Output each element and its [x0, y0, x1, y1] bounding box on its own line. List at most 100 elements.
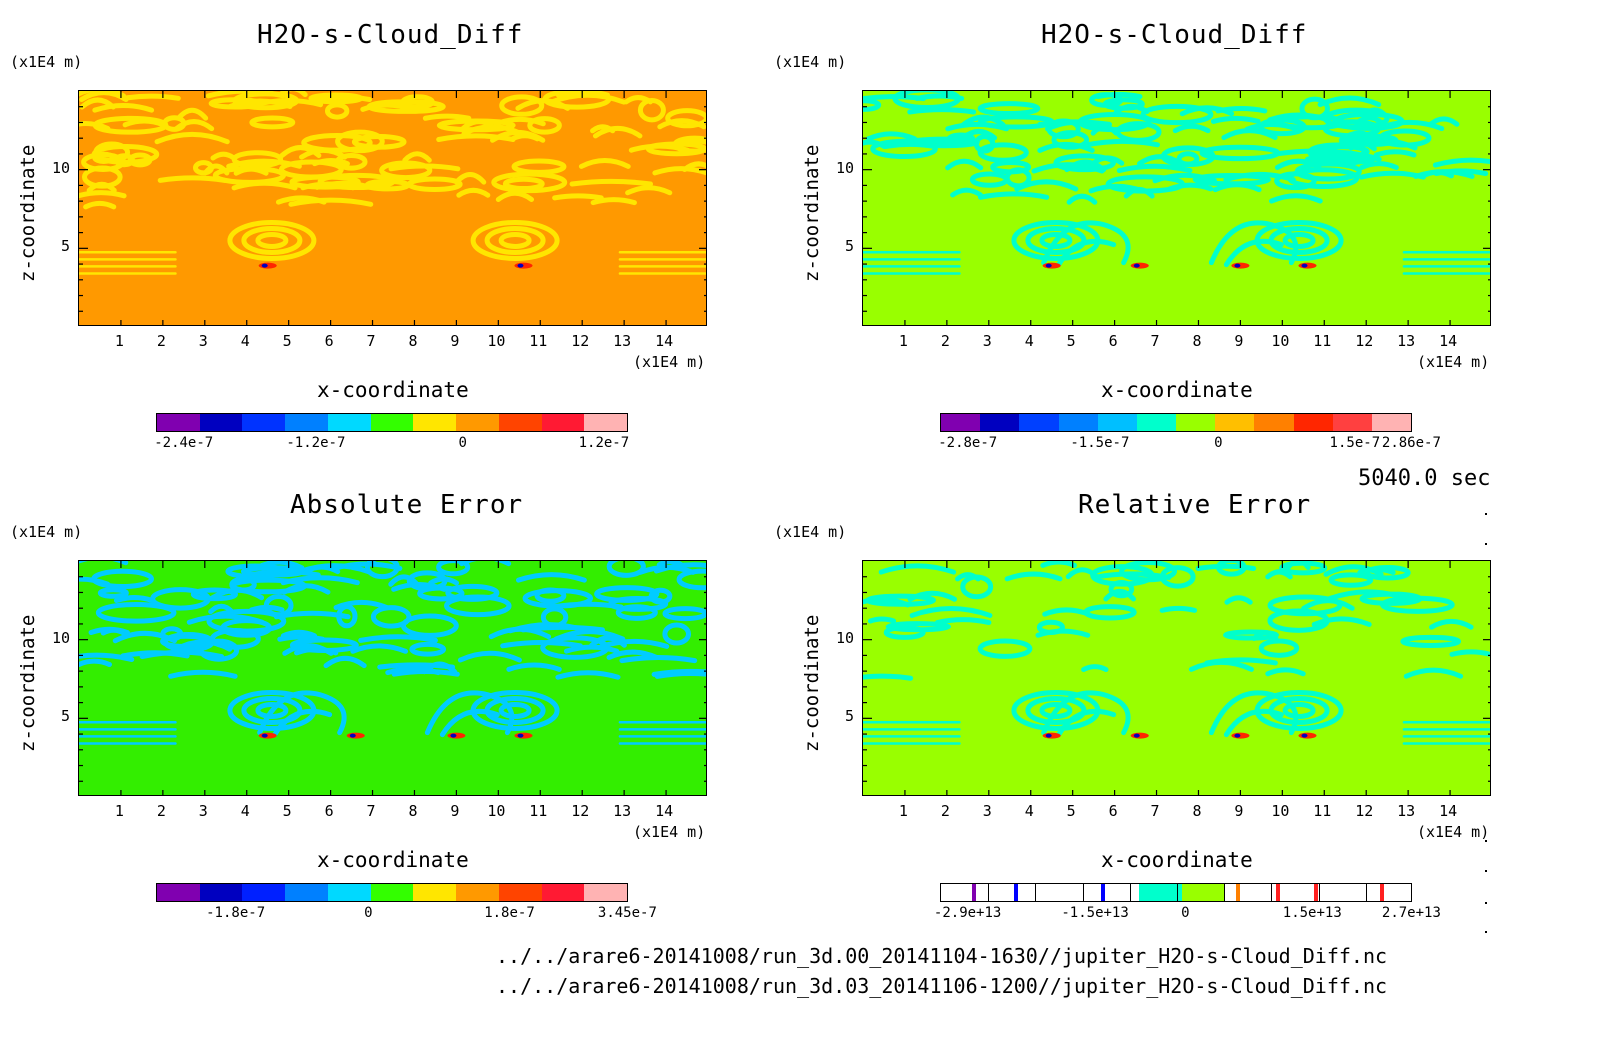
colorbar-label: 1.2e-7 [578, 435, 630, 451]
contour-ring [289, 637, 359, 653]
contour-line [865, 131, 918, 142]
contour-line [79, 652, 135, 663]
contour-line [548, 92, 627, 105]
colorbar-segment [1254, 414, 1294, 431]
contour-ring [1258, 638, 1300, 658]
contour-ring [370, 605, 412, 629]
contour-ring [594, 585, 660, 603]
contour-ring [1400, 634, 1462, 648]
contour-line [653, 562, 706, 574]
x-tick-label: 11 [1313, 332, 1332, 350]
chart-title: Absolute Error [290, 490, 524, 520]
x-tick-label: 2 [156, 332, 166, 350]
x-tick-label: 14 [655, 802, 674, 820]
contour-ring [977, 101, 1041, 117]
contour-ring [209, 627, 261, 650]
contour-ring [1115, 121, 1162, 143]
colorbar-segment [456, 414, 499, 431]
contour-line [1056, 238, 1117, 268]
x-tick-label: 14 [1439, 332, 1458, 350]
contour-ring [225, 563, 287, 580]
contour-ring [1282, 231, 1316, 249]
colorbar-segment [498, 414, 542, 431]
contour-line [1188, 659, 1255, 672]
heatmap-plot [78, 90, 707, 326]
colorbar-segment [541, 884, 585, 901]
contour-ring [97, 587, 129, 599]
colorbar-label: 0 [1214, 435, 1223, 451]
contour-ring [301, 132, 373, 153]
contour-ring [676, 568, 706, 591]
contour-ring [1307, 142, 1368, 163]
contour-line [592, 125, 643, 139]
hotspot-core [1234, 733, 1241, 738]
contour-line [388, 574, 420, 587]
file-path-1: ../../arare6-20141008/run_3d.00_20141104… [496, 944, 1388, 968]
marker-dot [1485, 840, 1487, 842]
contour-pattern [79, 91, 706, 275]
colorbar-line [1236, 884, 1240, 901]
contour-line [909, 606, 993, 618]
hotspot-core [1045, 733, 1052, 738]
x-tick-label: 13 [1397, 332, 1416, 350]
contour-line [500, 640, 583, 649]
contour-ring [973, 134, 996, 154]
contour-ring [484, 225, 546, 255]
contour-line [79, 658, 112, 668]
contour-ring [231, 150, 284, 169]
x-tick-label: 8 [408, 332, 418, 350]
x-tick-label: 8 [1192, 332, 1202, 350]
x-tick-label: 13 [613, 332, 632, 350]
x-tick-label: 12 [1355, 332, 1374, 350]
contour-ring [1287, 167, 1360, 190]
colorbar-label: -1.5e+13 [1061, 905, 1129, 921]
contour-line [1208, 690, 1299, 736]
contour-line [1265, 667, 1306, 677]
contour-line [1085, 138, 1160, 148]
contour-ring [364, 561, 400, 580]
contour-ring [1051, 130, 1090, 150]
x-tick-label: 11 [529, 332, 548, 350]
contour-line [1116, 163, 1193, 174]
heatmap-svg [863, 91, 1490, 325]
x-tick-label: 9 [450, 802, 460, 820]
contour-line [1195, 563, 1257, 572]
colorbar-label: -1.8e-7 [206, 905, 266, 921]
x-tick-label: 7 [366, 802, 376, 820]
contour-ring [1216, 561, 1247, 577]
panel-top-left: H2O-s-Cloud_Diff (x1E4 m) z-coordinate (… [0, 0, 780, 470]
x-tick-label: 3 [198, 802, 208, 820]
contour-ring [190, 587, 238, 602]
colorbar-divider [1082, 884, 1084, 901]
contour-line [79, 120, 111, 131]
hotspot-core [1133, 263, 1140, 268]
contour-ring [263, 594, 294, 618]
contour-line [1224, 595, 1253, 605]
heatmap-svg [863, 561, 1490, 795]
contour-line [1432, 157, 1490, 168]
colorbar-divider [1318, 884, 1320, 901]
colorbar-segment [541, 414, 585, 431]
contour-ring [379, 160, 433, 181]
contour-ring [1279, 561, 1328, 576]
contour-line [515, 572, 587, 583]
contour-ring [1039, 231, 1073, 249]
contour-ring [1046, 118, 1081, 140]
colorbar-line [971, 884, 976, 901]
contour-line [488, 626, 552, 640]
contour-line [1040, 561, 1078, 568]
colorbar-label: 2.86e-7 [1381, 435, 1441, 451]
contour-line [79, 190, 127, 199]
colorbar-segment [1215, 414, 1255, 431]
colorbar-segment [370, 414, 414, 431]
contour-line [1221, 128, 1278, 141]
x-tick-label: 13 [613, 802, 632, 820]
x-tick-label: 3 [982, 802, 992, 820]
colorbar-segment [242, 414, 286, 431]
colorbar-segment [1136, 414, 1177, 431]
contour-ring [91, 568, 154, 590]
heatmap-svg [79, 91, 706, 325]
contour-ring [498, 701, 532, 719]
contour-line [867, 616, 897, 624]
contour-ring [1090, 564, 1155, 587]
